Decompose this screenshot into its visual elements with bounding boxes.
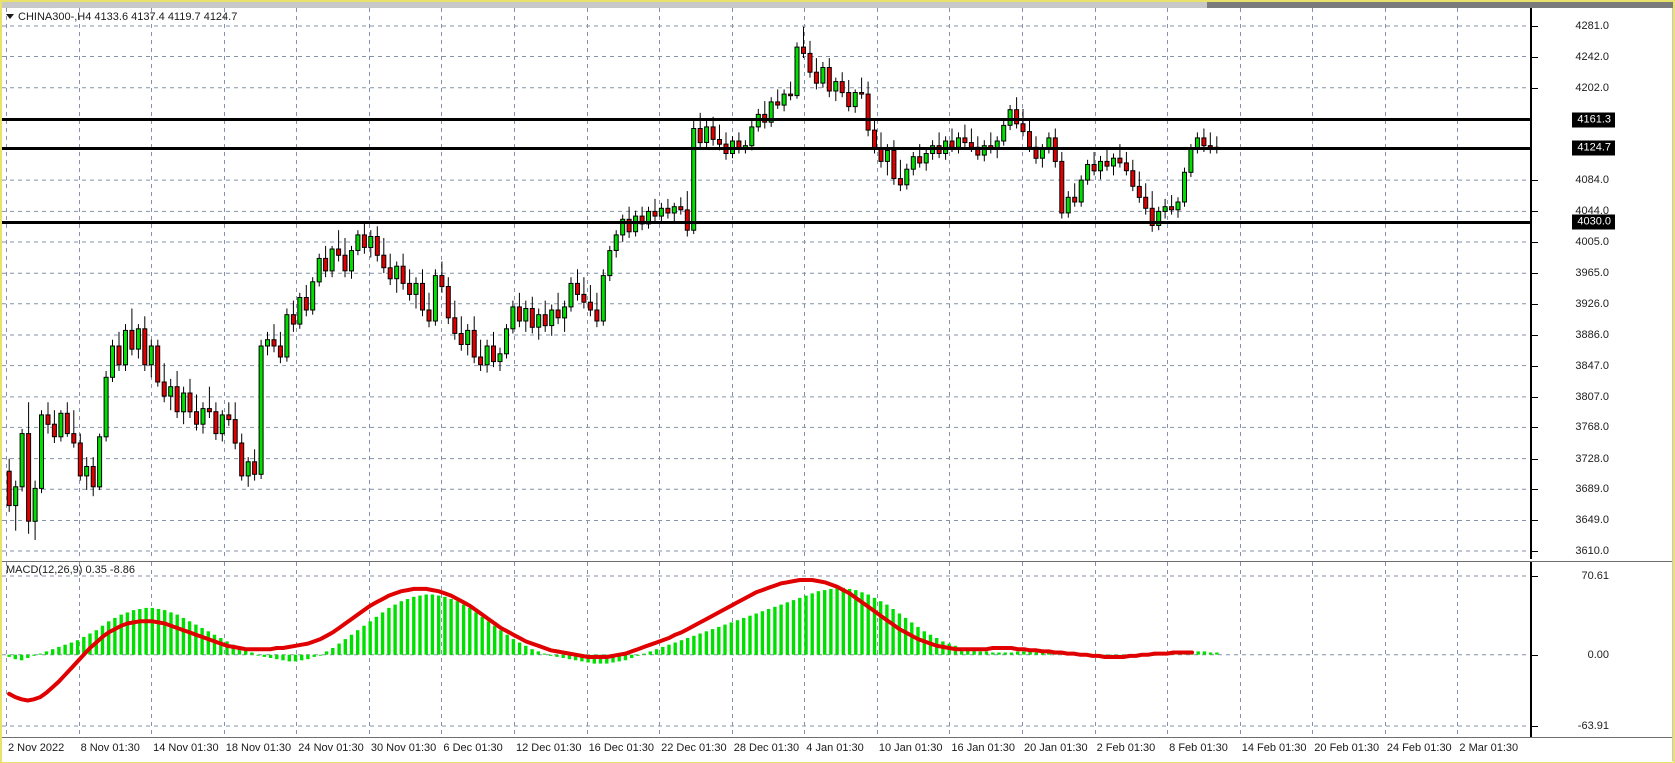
price-gridlines bbox=[2, 8, 1530, 559]
price-axis-tick bbox=[1532, 304, 1538, 305]
price-axis-tick bbox=[1532, 242, 1538, 243]
price-axis-tick bbox=[1532, 551, 1538, 552]
time-axis-label: 2 Nov 2022 bbox=[8, 742, 65, 754]
price-axis-tick bbox=[1532, 366, 1538, 367]
price-axis-tick bbox=[1532, 273, 1538, 274]
time-axis-label: 30 Nov 01:30 bbox=[370, 742, 437, 754]
macd-axis-label: -63.91 bbox=[1577, 720, 1609, 732]
price-axis-tick bbox=[1532, 88, 1538, 89]
time-axis-label: 8 Feb 01:30 bbox=[1169, 742, 1228, 754]
price-axis-label: 4084.0 bbox=[1575, 174, 1609, 187]
time-axis-label: 18 Nov 01:30 bbox=[225, 742, 292, 754]
time-axis-label: 20 Feb 01:30 bbox=[1314, 742, 1380, 754]
macd-axis-tick bbox=[1532, 576, 1538, 577]
price-axis-tick bbox=[1532, 459, 1538, 460]
time-axis-label: 4 Jan 01:30 bbox=[806, 742, 864, 754]
time-axis-label: 2 Feb 01:30 bbox=[1096, 742, 1156, 754]
time-axis-label: 14 Feb 01:30 bbox=[1241, 742, 1307, 754]
scrollbar-thumb[interactable] bbox=[2, 2, 1207, 8]
time-axis-label: 10 Jan 01:30 bbox=[878, 742, 943, 754]
price-axis-label: 3965.0 bbox=[1575, 267, 1609, 280]
price-axis-tick bbox=[1532, 397, 1538, 398]
macd-plot-area[interactable] bbox=[2, 562, 1530, 738]
price-axis-tick bbox=[1532, 57, 1538, 58]
time-axis-label: 16 Dec 01:30 bbox=[588, 742, 654, 754]
price-axis-label: 3807.0 bbox=[1575, 390, 1609, 403]
time-axis[interactable]: 2 Nov 2022 8 Nov 01:30 14 Nov 01:30 18 Nov … bbox=[2, 737, 1673, 762]
macd-axis-spine bbox=[1530, 562, 1532, 738]
level-line[interactable] bbox=[2, 146, 1530, 150]
level-line[interactable] bbox=[2, 118, 1530, 122]
price-axis-label: 4005.0 bbox=[1575, 235, 1609, 248]
price-axis-tick bbox=[1532, 335, 1538, 336]
time-axis-label: 28 Dec 01:30 bbox=[733, 742, 800, 754]
horizontal-scrollbar[interactable] bbox=[2, 2, 1673, 8]
time-axis-label: 24 Feb 01:30 bbox=[1386, 742, 1452, 754]
macd-indicator-label: MACD(12,26,9) 0.35 -8.86 bbox=[6, 564, 136, 576]
time-axis-label: 6 Dec 01:30 bbox=[443, 742, 503, 754]
price-axis-label: 4242.0 bbox=[1575, 50, 1609, 63]
price-axis-label: 3649.0 bbox=[1575, 514, 1609, 527]
time-axis-label: 22 Dec 01:30 bbox=[661, 742, 727, 754]
price-plot-area[interactable] bbox=[2, 8, 1530, 559]
price-level-badge[interactable]: 4124.7 bbox=[1572, 140, 1615, 156]
price-axis-label: 3689.0 bbox=[1575, 483, 1609, 496]
time-axis-label: 24 Nov 01:30 bbox=[298, 742, 364, 754]
price-axis-tick bbox=[1532, 180, 1538, 181]
chart-title: CHINA300-,H4 4133.6 4137.4 4119.7 4124.7 bbox=[6, 11, 237, 23]
price-axis-label: 4281.0 bbox=[1575, 20, 1609, 32]
price-axis-label: 3728.0 bbox=[1575, 452, 1609, 465]
macd-axis-tick bbox=[1532, 655, 1538, 656]
time-axis-label: 16 Jan 01:30 bbox=[951, 742, 1016, 754]
time-axis-label: 2 Mar 01:30 bbox=[1459, 742, 1519, 754]
price-axis-label: 4044.0 bbox=[1575, 205, 1609, 218]
price-level-badge[interactable]: 4161.3 bbox=[1572, 112, 1615, 128]
macd-axis-tick bbox=[1532, 726, 1538, 727]
time-axis-label: 8 Nov 01:30 bbox=[80, 742, 140, 754]
macd-series bbox=[7, 578, 1219, 703]
chart-title-text: CHINA300-,H4 4133.6 4137.4 4119.7 4124.7 bbox=[18, 11, 238, 23]
price-pane[interactable]: 4281.0 4242.0 4202.0 4084.0 4044.0 4005.0 3965… bbox=[2, 8, 1673, 559]
candlestick-series bbox=[6, 26, 1220, 540]
price-axis-label: 3847.0 bbox=[1575, 359, 1609, 372]
time-axis-label: 14 Nov 01:30 bbox=[153, 742, 219, 754]
price-axis-spine bbox=[1530, 8, 1532, 559]
macd-axis[interactable]: 70.61 0.00 -63.91 bbox=[1530, 562, 1673, 738]
price-axis-tick bbox=[1532, 26, 1538, 27]
price-axis-label: 3886.0 bbox=[1575, 329, 1609, 342]
price-axis-label: 3610.0 bbox=[1575, 545, 1609, 557]
time-axis-label: 12 Dec 01:30 bbox=[516, 742, 582, 754]
price-axis[interactable]: 4281.0 4242.0 4202.0 4084.0 4044.0 4005.0 3965… bbox=[1530, 8, 1673, 559]
time-axis-label: 20 Jan 01:30 bbox=[1024, 742, 1088, 754]
price-axis-tick bbox=[1532, 211, 1538, 212]
price-axis-tick bbox=[1532, 489, 1538, 490]
price-axis-tick bbox=[1532, 427, 1538, 428]
price-axis-label: 4202.0 bbox=[1575, 81, 1609, 94]
macd-axis-label: 0.00 bbox=[1587, 648, 1609, 661]
macd-pane[interactable]: 70.61 0.00 -63.91 MACD(12,26,9) 0.35 -8.86 bbox=[2, 561, 1673, 738]
level-line[interactable] bbox=[2, 220, 1530, 224]
right-edge-divider bbox=[1672, 8, 1673, 761]
price-axis-label: 3926.0 bbox=[1575, 297, 1609, 310]
macd-axis-label: 70.61 bbox=[1581, 570, 1609, 582]
price-level-badge[interactable]: 4030.0 bbox=[1572, 214, 1615, 230]
price-axis-tick bbox=[1532, 520, 1538, 521]
price-axis-label: 3768.0 bbox=[1575, 421, 1609, 434]
caret-down-icon[interactable] bbox=[6, 14, 14, 19]
